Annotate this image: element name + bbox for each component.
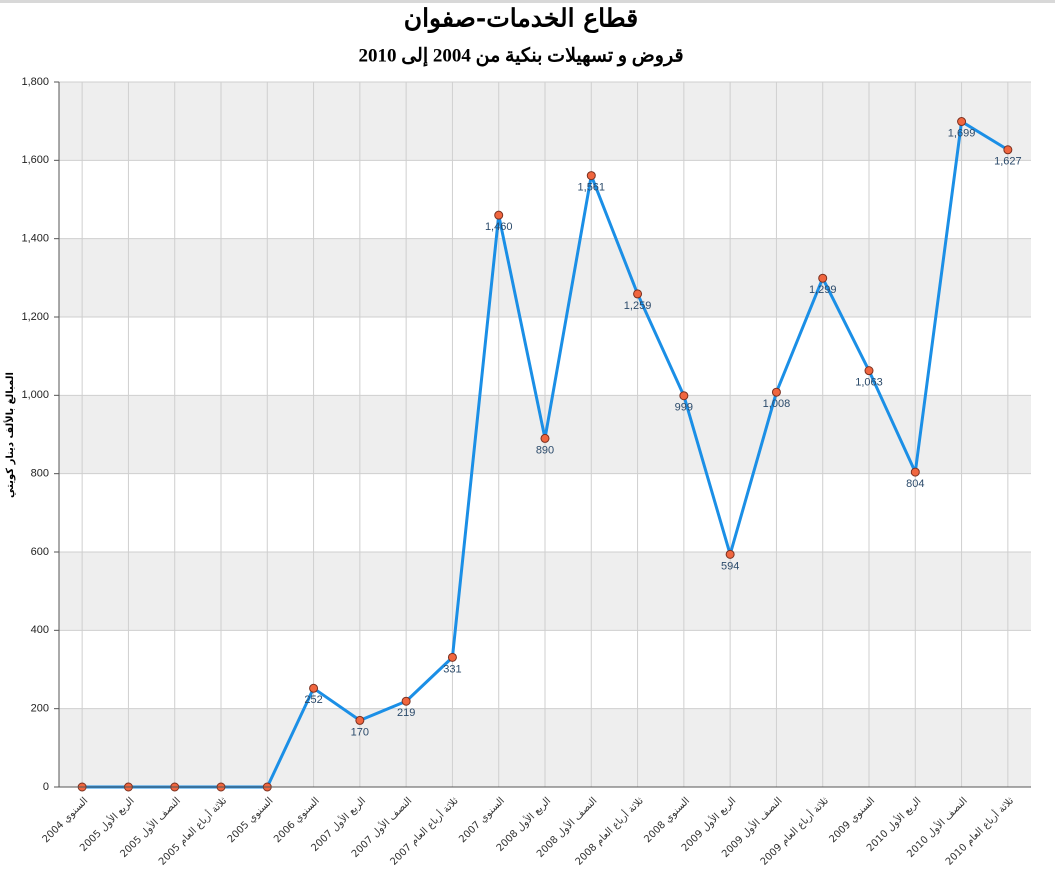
value-label: 1,627 <box>994 156 1022 168</box>
data-point <box>540 433 550 443</box>
value-label: 804 <box>906 478 924 490</box>
value-label: 1,561 <box>578 182 606 194</box>
y-tick-label: 200 <box>31 703 49 715</box>
y-tick-label: 1,200 <box>21 311 49 323</box>
data-point <box>633 289 643 299</box>
data-point <box>679 391 689 401</box>
data-point <box>401 696 411 706</box>
x-tick-label: السنوي 2006 <box>272 795 322 845</box>
y-tick-label: 1,800 <box>21 76 49 88</box>
data-point <box>309 683 319 693</box>
y-tick-label: 1,000 <box>21 389 49 401</box>
y-tick-label: 0 <box>43 781 49 793</box>
y-tick-label: 600 <box>31 546 49 558</box>
y-tick-label: 1,600 <box>21 154 49 166</box>
value-label: 1,460 <box>485 221 513 233</box>
y-tick-label: 1,400 <box>21 233 49 245</box>
value-label: 1,063 <box>855 377 883 389</box>
value-label: 999 <box>675 402 693 414</box>
x-tick-label: السنوي 2009 <box>827 795 877 845</box>
data-point <box>864 366 874 376</box>
x-tick-label: السنوي 2005 <box>226 795 276 845</box>
y-tick-label: 400 <box>31 624 49 636</box>
value-label: 219 <box>397 707 415 719</box>
value-label: 1,699 <box>948 127 976 139</box>
value-label: 594 <box>721 560 739 572</box>
value-label: 252 <box>304 694 322 706</box>
top-border <box>0 0 1055 3</box>
value-label: 1,008 <box>763 398 791 410</box>
data-point <box>494 210 504 220</box>
data-point <box>1003 145 1013 155</box>
value-label: 890 <box>536 444 554 456</box>
value-label: 331 <box>443 663 461 675</box>
bands <box>59 81 1031 788</box>
data-point <box>818 273 828 283</box>
data-point <box>447 652 457 662</box>
data-point <box>586 171 596 181</box>
data-point <box>771 387 781 397</box>
value-label: 170 <box>351 726 369 738</box>
x-tick-label: السنوي 2008 <box>642 795 692 845</box>
chart-title: قطاع الخدمات-صفوان <box>404 4 639 34</box>
y-axis-label: المبالغ بالألف دينار كويتي <box>3 372 16 498</box>
data-point <box>910 467 920 477</box>
data-point <box>355 715 365 725</box>
value-label: 1,259 <box>624 300 652 312</box>
x-tick-label: السنوي 2007 <box>457 795 507 845</box>
value-label: 1,299 <box>809 284 837 296</box>
x-tick-label: السنوي 2004 <box>41 795 91 845</box>
data-point <box>957 117 967 127</box>
y-tick-label: 800 <box>31 468 49 480</box>
chart-subtitle: قروض و تسهيلات بنكية من 2004 إلى 2010 <box>358 45 683 67</box>
data-point <box>725 549 735 559</box>
